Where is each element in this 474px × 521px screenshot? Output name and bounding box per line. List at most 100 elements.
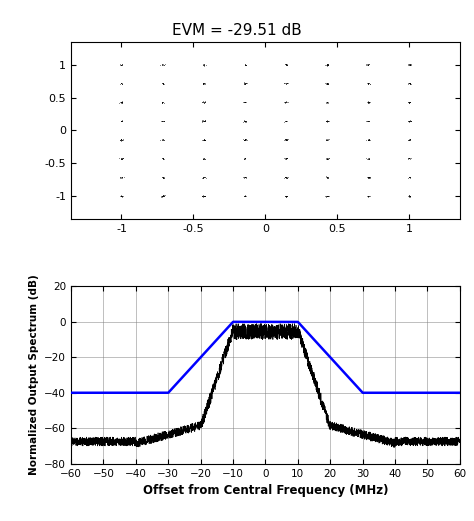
Point: [365, 192, 373, 201]
Point: [117, 191, 125, 200]
Point: [282, 80, 290, 88]
Point: [323, 155, 330, 163]
Point: [324, 60, 331, 69]
Point: [240, 116, 247, 125]
Point: [282, 192, 290, 201]
Point: [201, 136, 209, 144]
Point: [240, 155, 247, 163]
Point: [283, 154, 290, 163]
Point: [118, 117, 126, 126]
Point: [118, 98, 126, 106]
Point: [242, 98, 249, 106]
Point: [404, 154, 412, 163]
Point: [199, 98, 206, 106]
Point: [200, 60, 207, 68]
Point: [158, 135, 166, 144]
Point: [200, 154, 208, 163]
Point: [242, 173, 249, 181]
Point: [200, 60, 207, 69]
Point: [364, 136, 371, 144]
Point: [241, 117, 249, 126]
Point: [406, 135, 413, 144]
Point: [200, 172, 208, 181]
Point: [323, 136, 331, 144]
Point: [201, 136, 209, 144]
Point: [199, 135, 207, 144]
Point: [241, 60, 249, 69]
Point: [241, 192, 248, 200]
Point: [240, 136, 248, 144]
Point: [200, 135, 208, 143]
Point: [407, 61, 415, 69]
Point: [199, 154, 206, 163]
Point: [283, 193, 290, 201]
Point: [241, 117, 248, 125]
Point: [118, 192, 125, 201]
Point: [323, 155, 331, 163]
Point: [159, 192, 167, 200]
Point: [365, 97, 372, 106]
Point: [283, 154, 291, 163]
Point: [365, 117, 372, 125]
Point: [117, 61, 125, 69]
Point: [117, 135, 124, 144]
Point: [242, 79, 249, 87]
Point: [118, 155, 126, 163]
Point: [406, 192, 414, 200]
Point: [323, 117, 331, 125]
Point: [323, 173, 330, 181]
Point: [241, 154, 248, 163]
Point: [406, 61, 413, 69]
Point: [407, 80, 414, 88]
Point: [283, 192, 290, 201]
Point: [118, 135, 126, 144]
Point: [160, 192, 167, 201]
Point: [365, 135, 373, 144]
Point: [282, 117, 290, 125]
Point: [323, 61, 331, 69]
Point: [158, 154, 166, 163]
Point: [241, 80, 249, 88]
Point: [405, 60, 413, 68]
Point: [324, 173, 331, 181]
Point: [406, 192, 413, 200]
Point: [323, 80, 331, 88]
Point: [325, 154, 333, 162]
Point: [241, 61, 249, 69]
Point: [283, 154, 291, 162]
Point: [160, 192, 167, 201]
Point: [159, 191, 166, 200]
Point: [283, 135, 291, 144]
Point: [365, 173, 373, 181]
Point: [117, 117, 124, 125]
Point: [365, 154, 373, 163]
Point: [406, 116, 414, 125]
Point: [407, 117, 414, 126]
Point: [407, 154, 414, 162]
Point: [160, 60, 167, 69]
Point: [365, 60, 373, 69]
Point: [241, 98, 249, 106]
Point: [117, 135, 124, 144]
Point: [407, 60, 414, 68]
Point: [198, 118, 206, 126]
Point: [365, 135, 373, 144]
Point: [159, 192, 166, 200]
Point: [325, 154, 333, 163]
Point: [364, 60, 372, 69]
Point: [324, 192, 332, 200]
Point: [117, 116, 124, 125]
Point: [324, 135, 332, 143]
Point: [201, 117, 209, 126]
Point: [241, 117, 249, 125]
Point: [406, 79, 414, 88]
Point: [365, 97, 373, 106]
Point: [406, 79, 414, 87]
Point: [160, 154, 167, 163]
Point: [323, 118, 331, 126]
Point: [406, 80, 414, 88]
Point: [406, 79, 414, 88]
Point: [159, 80, 166, 88]
Point: [199, 192, 206, 200]
Point: [324, 60, 331, 69]
